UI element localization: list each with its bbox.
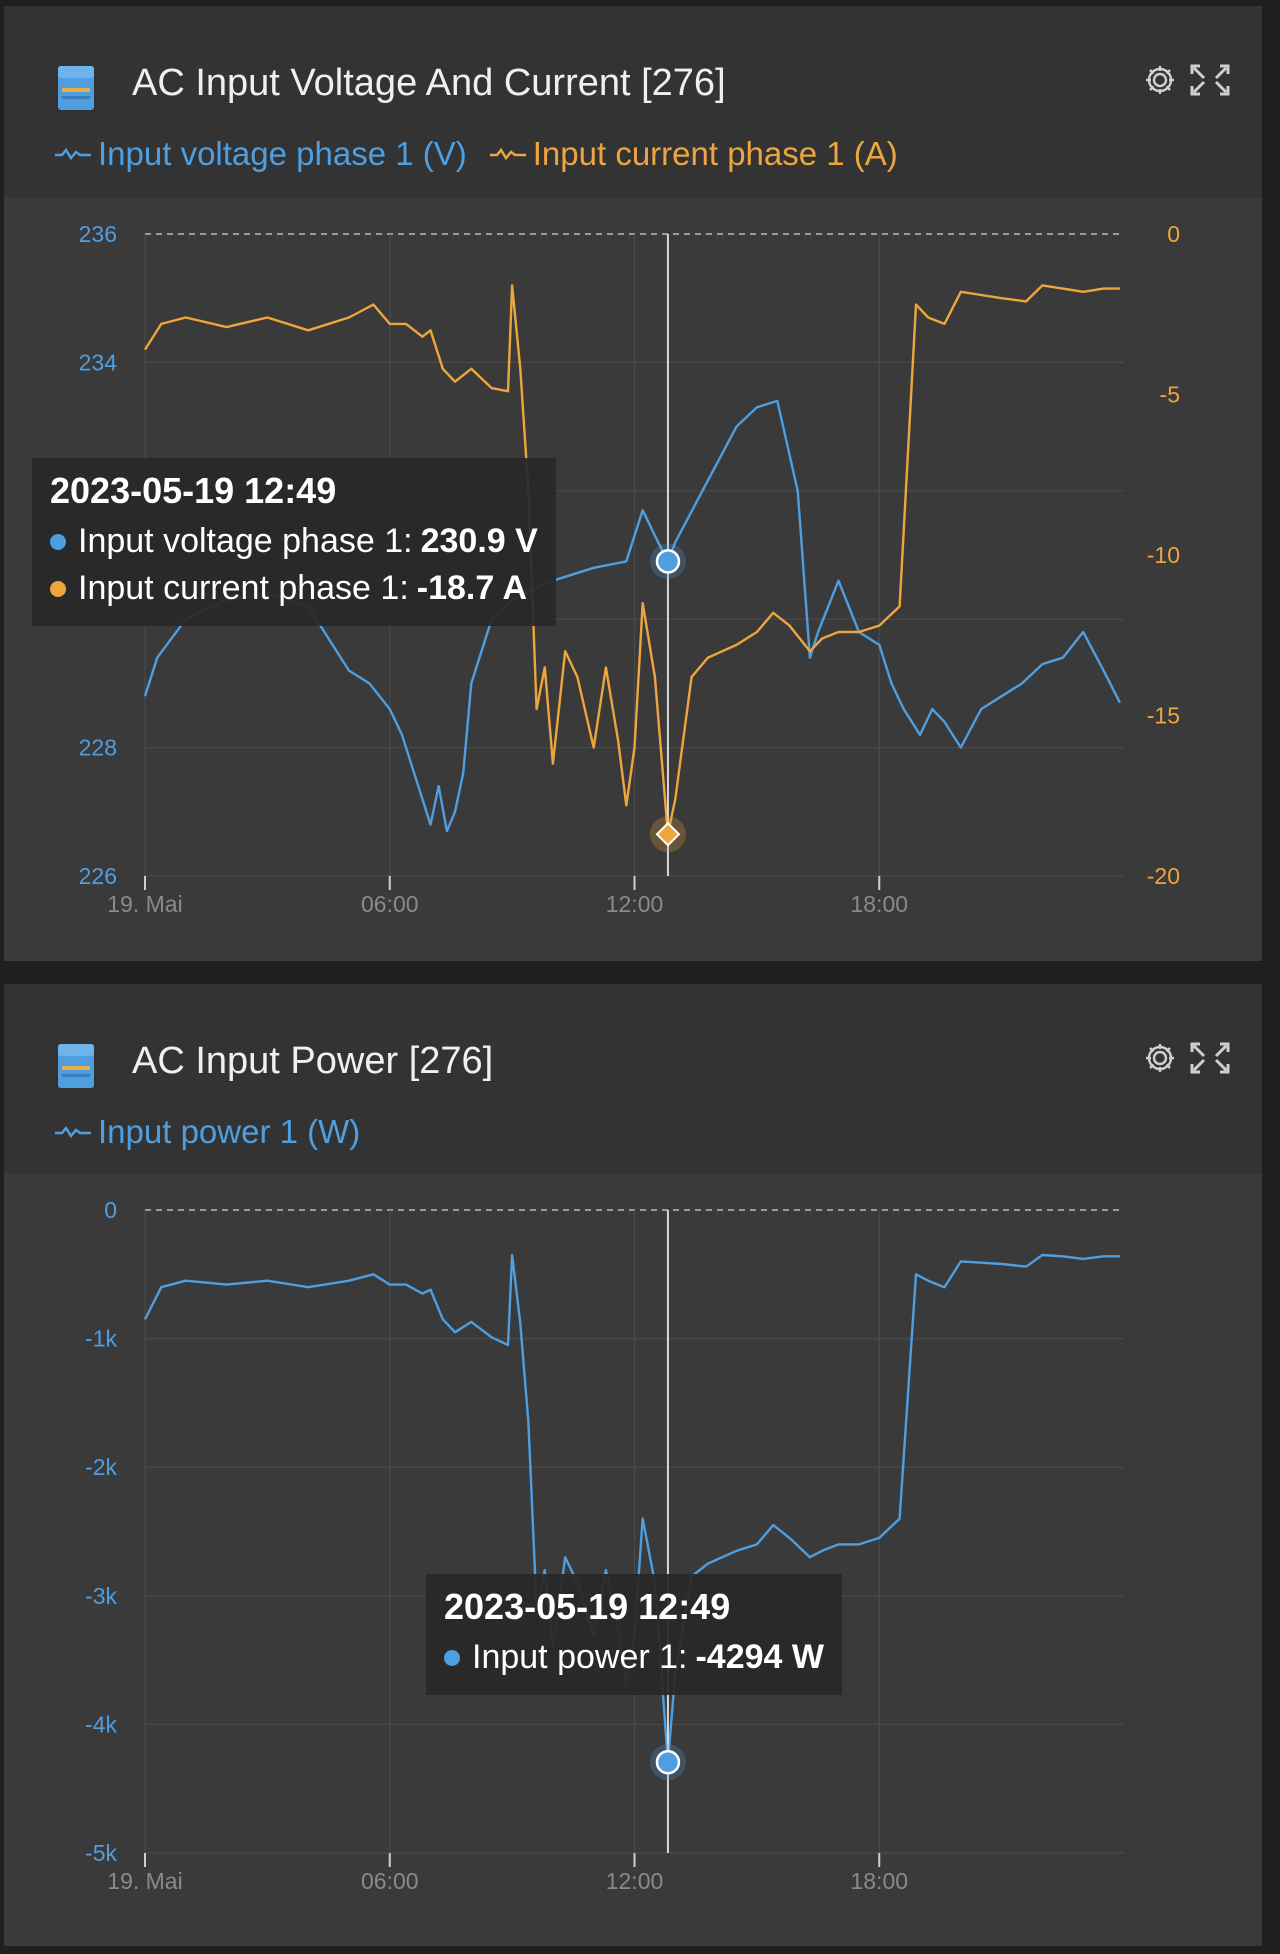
series-dot: [50, 533, 66, 550]
y-left-tick-label: -4k: [85, 1711, 117, 1737]
tooltip-value: 230.9 V: [420, 522, 538, 560]
device-icon: [58, 66, 94, 110]
legend-item-voltage[interactable]: Input voltage phase 1 (V): [54, 135, 467, 173]
series-dot: [444, 1649, 460, 1666]
gear-icon[interactable]: [1146, 66, 1174, 94]
legend-item-current[interactable]: Input current phase 1 (A): [489, 135, 898, 173]
panel-actions: [1146, 64, 1230, 96]
y-right-tick-label: -15: [1147, 703, 1180, 729]
chart-area: [4, 1174, 1262, 1946]
y-left-tick-label: 228: [79, 735, 117, 761]
legend-label: Input voltage phase 1 (V): [98, 135, 467, 172]
voltage-current-chart[interactable]: 19. Mai 06:00 12:00 18:00 226 228 234 236 0 -5 -10…: [4, 6, 1262, 961]
x-tick-label: 06:00: [361, 1868, 419, 1894]
x-tick-label: 18:00: [850, 1868, 908, 1894]
y-right-tick-label: -20: [1147, 863, 1180, 889]
chart-tooltip: 2023-05-19 12:49 Input voltage phase 1: …: [32, 458, 556, 626]
legend-label: Input current phase 1 (A): [532, 135, 898, 172]
panel-title: AC Input Voltage And Current [276]: [132, 62, 726, 104]
hover-marker: [655, 549, 681, 574]
voltage-current-panel: AC Input Voltage And Current [276] Input…: [4, 6, 1262, 961]
tooltip-date: 2023-05-19 12:49: [50, 470, 337, 511]
power-chart[interactable]: 19. Mai 06:00 12:00 18:00 0 -1k -2k -3k -4k -5k: [4, 984, 1262, 1946]
y-left-tick-label: 0: [104, 1197, 117, 1223]
panel-header: AC Input Power [276] Input power 1 (W): [4, 984, 1262, 1174]
legend-item-power[interactable]: Input power 1 (W): [54, 1113, 360, 1151]
gear-icon[interactable]: [1146, 1044, 1174, 1072]
y-right-tick-label: -10: [1147, 542, 1180, 568]
panel-actions: [1146, 1042, 1230, 1074]
hover-marker: [655, 1749, 681, 1775]
legend-label: Input power 1 (W): [98, 1113, 361, 1150]
chart-legend: Input power 1 (W): [54, 1112, 382, 1152]
y-left-tick-label: 234: [79, 349, 118, 375]
y-right-tick-label: -5: [1160, 382, 1180, 408]
tooltip-row-current: Input current phase 1: -18.7 A: [50, 569, 538, 608]
y-right-tick-label: 0: [1167, 221, 1180, 247]
x-tick-label: 19. Mai: [107, 1868, 182, 1894]
x-tick-label: 18:00: [850, 891, 908, 917]
line-series-icon: [55, 1125, 91, 1139]
y-left-tick-label: -2k: [85, 1454, 117, 1480]
tooltip-row-power: Input power 1: -4294 W: [444, 1638, 824, 1677]
y-left-tick-label: -3k: [85, 1583, 117, 1609]
tooltip-value: -18.7 A: [416, 569, 528, 607]
panel-header: AC Input Voltage And Current [276] Input…: [4, 6, 1262, 198]
series-line: [143, 284, 1120, 836]
hover-marker: [655, 821, 681, 847]
chart-legend: Input voltage phase 1 (V) Input current …: [54, 134, 920, 174]
x-tick-label: 12:00: [606, 891, 664, 917]
tooltip-label: Input current phase 1:: [78, 569, 409, 607]
tooltip-row-voltage: Input voltage phase 1: 230.9 V: [50, 522, 538, 561]
panel-title: AC Input Power [276]: [132, 1040, 494, 1082]
x-tick-label: 12:00: [606, 1868, 664, 1894]
chart-tooltip: 2023-05-19 12:49 Input power 1: -4294 W: [426, 1574, 842, 1695]
line-series-icon: [489, 147, 526, 161]
tooltip-label: Input power 1:: [472, 1638, 688, 1676]
device-icon: [58, 1044, 94, 1088]
y-left-tick-label: 236: [79, 221, 117, 247]
expand-icon[interactable]: [1190, 64, 1230, 96]
expand-icon[interactable]: [1190, 1042, 1230, 1074]
power-panel: AC Input Power [276] Input power 1 (W) 1…: [4, 984, 1262, 1946]
y-left-tick-label: -5k: [85, 1840, 117, 1866]
x-tick-label: 06:00: [361, 891, 419, 917]
tooltip-value: -4294 W: [695, 1638, 824, 1676]
tooltip-label: Input voltage phase 1:: [78, 522, 413, 560]
tooltip-date: 2023-05-19 12:49: [444, 1586, 731, 1627]
y-left-tick-label: 226: [79, 863, 117, 889]
y-left-tick-label: -1k: [85, 1326, 117, 1352]
series-dot: [50, 580, 66, 597]
x-tick-label: 19. Mai: [107, 891, 182, 917]
line-series-icon: [55, 147, 91, 161]
